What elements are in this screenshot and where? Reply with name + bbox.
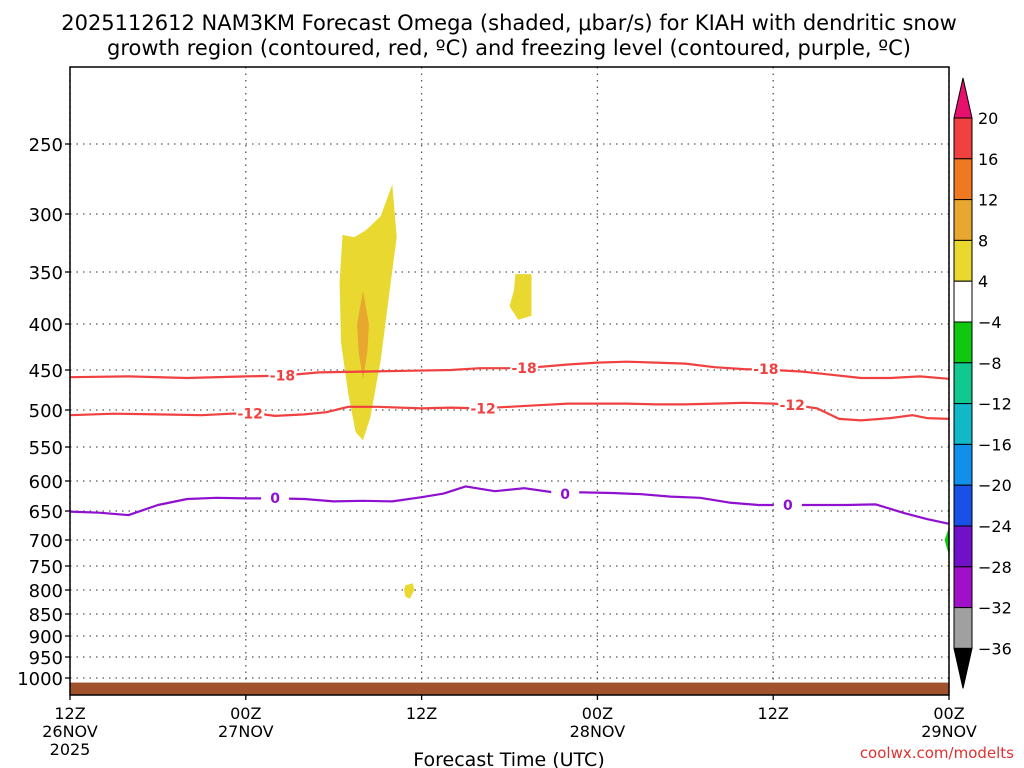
colorbar-label-0: 20 (978, 109, 998, 128)
colorbar-box-6 (953, 321, 973, 364)
colorbar-label-10: −24 (978, 517, 1012, 536)
colorbar-box-5 (953, 280, 973, 323)
contour-label-bg--12-1 (469, 399, 498, 417)
contour-label--18-2: -18 (753, 362, 778, 378)
contour-label--18-1: -18 (512, 361, 537, 377)
y-tick-label-250: 250 (29, 135, 63, 156)
colorbar-label-11: −28 (978, 558, 1012, 577)
colorbar-label-4: 4 (978, 272, 988, 291)
y-tick-label-600: 600 (29, 472, 63, 493)
omega-region-0 (339, 184, 397, 441)
watermark-text: coolwx.com/modelts (860, 744, 1014, 762)
colorbar-label-6: −8 (978, 354, 1002, 373)
y-tick-label-400: 400 (29, 315, 63, 336)
y-tick-label-450: 450 (29, 361, 63, 382)
contour-label-bg-0-2 (773, 496, 802, 513)
colorbar-label-2: 12 (978, 191, 998, 210)
omega-shading (339, 184, 949, 599)
omega-region-2 (509, 274, 532, 320)
x-tick-date-0: 26NOV (42, 722, 98, 741)
y-tick-label-350: 350 (29, 263, 63, 284)
colorbar-label-7: −12 (978, 395, 1012, 414)
colorbar-label-12: −32 (978, 599, 1012, 618)
colorbar-box-11 (953, 525, 973, 568)
contour-label-bg--18-2 (751, 360, 780, 378)
x-tick-label-36: 00Z (582, 704, 613, 723)
contour-line-0 (69, 485, 950, 525)
omega-region-1 (357, 290, 369, 380)
contour-label-bg--12-2 (778, 396, 807, 414)
colorbar-box-9 (953, 443, 973, 486)
y-tick-label-300: 300 (29, 205, 63, 226)
x-tick-label-0: 12Z (54, 704, 85, 723)
x-tick-label-60: 00Z (933, 704, 964, 723)
y-axis-ticks: 2503003504004505005506006507007508008509… (17, 135, 70, 690)
y-tick-label-950: 950 (29, 648, 63, 669)
y-tick-label-650: 650 (29, 502, 63, 523)
contour-label-bg-0-1 (551, 485, 580, 503)
colorbar: 20 16 12 8 4 −4 −8 −12 −16 −20 −24 −28 −32 −36 (953, 77, 1012, 689)
y-tick-label-750: 750 (29, 557, 63, 578)
colorbar-box-3 (953, 199, 973, 241)
contour-line--18 (69, 360, 950, 380)
colorbar-box-8 (953, 403, 973, 445)
x-tick-date-36: 28NOV (570, 722, 626, 741)
contour-label--12-1: -12 (470, 401, 495, 417)
y-tick-label-550: 550 (29, 438, 63, 459)
contour-label-bg-0-0 (261, 488, 290, 506)
contour-label-bg--18-0 (268, 366, 297, 384)
contour-label-0-0: 0 (270, 491, 280, 507)
grid-lines (69, 67, 950, 695)
contour-label--12-2: -12 (780, 398, 805, 414)
y-tick-label-500: 500 (29, 401, 63, 422)
colorbar-label-9: −20 (978, 476, 1012, 495)
surface-band-fill (70, 682, 949, 695)
chart-title-line-2: growth region (contoured, red, ºC) and f… (107, 36, 911, 60)
x-axis-label: Forecast Time (UTC) (413, 749, 604, 768)
x-tick-label-12: 00Z (230, 704, 261, 723)
contour-label-0-2: 0 (783, 498, 793, 514)
x-tick-year-0: 2025 (50, 740, 91, 759)
omega-region-4 (944, 527, 949, 556)
colorbar-label-8: −16 (978, 435, 1012, 454)
x-tick-date-12: 27NOV (218, 722, 274, 741)
omega-region-3 (404, 583, 415, 599)
contour-label--18-0: -18 (270, 369, 295, 385)
colorbar-box-2 (953, 158, 973, 201)
colorbar-box-7 (953, 362, 973, 405)
y-tick-label-800: 800 (29, 581, 63, 602)
y-tick-label-1000: 1000 (17, 669, 63, 690)
y-tick-label-900: 900 (29, 627, 63, 648)
surface-band (70, 682, 949, 695)
colorbar-box-12 (953, 566, 973, 609)
colorbar-box-4 (953, 239, 973, 282)
plot-frame (69, 66, 950, 696)
temperature-contours: -18 -18 -18 -12 -12 -12 0 0 0 (69, 359, 950, 525)
x-tick-label-48: 12Z (758, 704, 789, 723)
x-tick-date-60: 29NOV (921, 722, 977, 741)
colorbar-top-arrow (953, 77, 973, 119)
contour-label-0-1: 0 (560, 487, 570, 503)
colorbar-box-13 (953, 607, 973, 649)
colorbar-label-13: −36 (978, 639, 1012, 658)
contour-label-bg--12-0 (236, 404, 265, 422)
y-tick-label-700: 700 (29, 531, 63, 552)
contour-line--12 (69, 401, 950, 422)
colorbar-label-3: 8 (978, 231, 988, 250)
colorbar-box-1 (953, 117, 973, 160)
x-tick-label-24: 12Z (406, 704, 437, 723)
colorbar-bottom-arrow (953, 647, 973, 689)
chart-title-line-1: 2025112612 NAM3KM Forecast Omega (shaded… (61, 11, 957, 35)
colorbar-box-10 (953, 484, 973, 527)
colorbar-label-5: −4 (978, 313, 1002, 332)
contour-label-bg--18-1 (510, 359, 539, 377)
y-tick-label-850: 850 (29, 605, 63, 626)
colorbar-label-1: 16 (978, 150, 998, 169)
contour-label--12-0: -12 (238, 407, 263, 423)
